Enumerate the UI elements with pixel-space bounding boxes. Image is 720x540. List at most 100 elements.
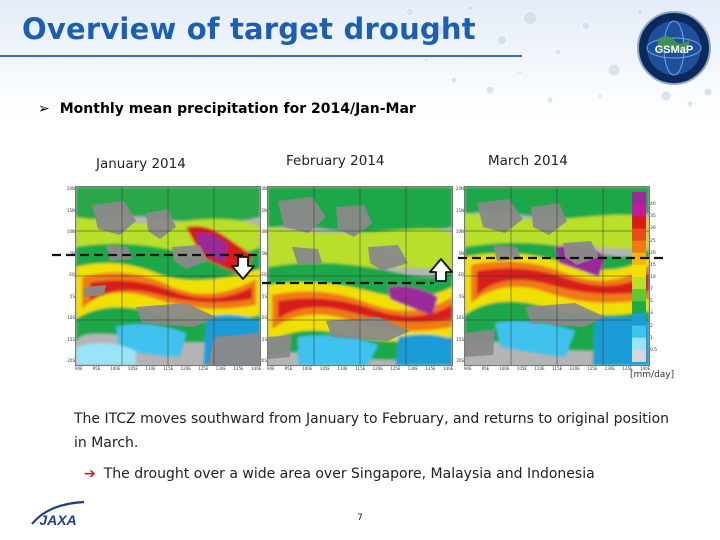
map-label-january: January 2014 <box>96 156 186 172</box>
bullet-arrow-icon: ➢ <box>38 101 50 117</box>
lon-tick-label: 105E <box>127 366 138 371</box>
lon-tick-label: 90E <box>267 366 275 371</box>
lat-tick-label: 15S <box>67 336 75 342</box>
lat-tick-label: 20N <box>455 186 464 191</box>
lat-ticks-march: 20N 15N 10N 5N EQ 5S 10S 15S 20S <box>452 186 464 364</box>
colorbar-segment <box>632 277 646 290</box>
lon-tick-label: 135E <box>622 366 633 371</box>
lon-tick-label: 115E <box>163 366 174 371</box>
bullet-item: ➢ Monthly mean precipitation for 2014/Jan… <box>38 101 416 117</box>
colorbar-segment <box>632 289 646 302</box>
lat-tick-label: 15N <box>258 207 267 213</box>
gsmap-logo: GSMaP <box>637 11 711 85</box>
lon-tick-label: 130E <box>604 366 615 371</box>
lon-ticks-january: 90E 95E 100E 105E 110E 115E 120E 125E 130E 135E 14… <box>75 366 261 374</box>
body-paragraph: The ITCZ moves southward from January to… <box>74 411 670 451</box>
colorbar-segment <box>632 228 646 242</box>
lon-tick-label: 95E <box>92 366 101 371</box>
lon-tick-label: 110E <box>337 366 348 371</box>
lon-tick-label: 100E <box>302 366 313 371</box>
lat-tick-label: 20S <box>259 358 267 363</box>
lat-tick-label: 5N <box>69 250 75 256</box>
lon-ticks-february: 90E 95E 100E 105E 110E 115E 120E 125E 130E 135E 14… <box>267 366 453 374</box>
colorbar-segment <box>632 313 646 327</box>
lon-tick-label: 125E <box>390 366 401 371</box>
colorbar-level-label: 30 <box>650 226 656 232</box>
lon-tick-label: 135E <box>425 366 436 371</box>
lon-tick-label: 130E <box>407 366 418 371</box>
lon-tick-label: 120E <box>372 366 383 371</box>
colorbar-level-label: 0.5 <box>650 347 658 353</box>
colorbar-segment <box>632 204 646 217</box>
precip-map-january <box>75 186 261 366</box>
lon-tick-label: 115E <box>355 366 366 371</box>
lon-tick-label: 130E <box>215 366 226 371</box>
water-droplet-decoration <box>405 4 713 108</box>
lon-tick-label: 115E <box>552 366 563 371</box>
lat-tick-label: 20S <box>67 358 75 363</box>
colorbar-level-label: 7 <box>650 287 653 293</box>
lat-tick-label: 10S <box>456 315 464 320</box>
lat-ticks-january: 20N 15N 10N 5N EQ 5S 10S 15S 20S <box>63 186 75 364</box>
jaxa-logo: JAXA <box>31 500 85 528</box>
lon-tick-label: 135E <box>233 366 244 371</box>
jaxa-logo-text: JAXA <box>39 512 76 528</box>
lon-tick-label: 90E <box>464 366 472 371</box>
lat-tick-label: 20N <box>258 186 267 191</box>
map-label-march: March 2014 <box>488 153 568 169</box>
colorbar-level-label: 35 <box>650 214 656 220</box>
colorbar-segment <box>632 325 646 339</box>
red-arrow-icon: ➔ <box>84 466 96 482</box>
lat-tick-label: 15S <box>456 336 464 342</box>
lat-tick-label: 20S <box>456 358 464 363</box>
colorbar-segment <box>632 216 646 229</box>
lat-tick-label: 10S <box>67 315 75 320</box>
colorbar-level-label: 1 <box>650 335 653 341</box>
lat-tick-label: 15N <box>66 207 75 213</box>
lat-tick-label: 10S <box>259 315 267 320</box>
colorbar-level-label: 5 <box>650 299 653 305</box>
lat-tick-label: 20N <box>66 186 75 191</box>
drought-note: ➔ The drought over a wide area over Singa… <box>84 466 595 482</box>
lon-tick-label: 140E <box>251 366 262 371</box>
lon-tick-label: 120E <box>569 366 580 371</box>
lon-tick-label: 140E <box>443 366 454 371</box>
colorbar-level-label: 20 <box>650 250 656 256</box>
colorbar-unit: [mm/day] <box>630 370 675 380</box>
lon-tick-label: 110E <box>145 366 156 371</box>
colorbar-labels: 40 35 30 25 20 15 10 7 5 3 2 1 0.5 <box>650 192 666 364</box>
colorbar-level-label: 25 <box>650 238 656 244</box>
lon-ticks-march: 90E 95E 100E 105E 110E 115E 120E 125E 130E 135E 14… <box>464 366 650 374</box>
lon-tick-label: 110E <box>534 366 545 371</box>
colorbar-level-label: 40 <box>650 202 656 208</box>
lat-tick-label: 5S <box>458 293 464 299</box>
lat-tick-label: 5N <box>458 250 464 256</box>
lon-tick-label: 125E <box>587 366 598 371</box>
logo-text: GSMaP <box>655 44 694 56</box>
colorbar-level-label: 15 <box>650 262 656 268</box>
lon-tick-label: 105E <box>516 366 527 371</box>
precip-colorbar <box>632 192 646 362</box>
lon-tick-label: 100E <box>110 366 121 371</box>
lat-tick-label: 15S <box>259 336 267 342</box>
precip-map-march <box>464 186 650 366</box>
lon-tick-label: 120E <box>180 366 191 371</box>
colorbar-segment <box>632 240 646 254</box>
lon-tick-label: 90E <box>75 366 83 371</box>
lon-tick-label: 125E <box>198 366 209 371</box>
colorbar-segment <box>632 301 646 314</box>
colorbar-level-label: 2 <box>650 323 653 329</box>
title-underline <box>0 55 522 57</box>
lat-tick-label: 5S <box>261 293 267 299</box>
lat-tick-label: EQ <box>458 272 464 277</box>
lat-tick-label: EQ <box>261 272 267 277</box>
precip-map-february <box>267 186 453 366</box>
colorbar-level-label: 3 <box>650 311 653 317</box>
colorbar-segment <box>632 349 646 362</box>
colorbar-level-label: 10 <box>650 275 656 280</box>
lat-tick-label: 10N <box>258 229 267 234</box>
bullet-text: Monthly mean precipitation for 2014/Jan-… <box>59 101 416 117</box>
lon-tick-label: 100E <box>499 366 510 371</box>
lon-tick-label: 140E <box>640 366 651 371</box>
lon-tick-label: 95E <box>481 366 490 371</box>
